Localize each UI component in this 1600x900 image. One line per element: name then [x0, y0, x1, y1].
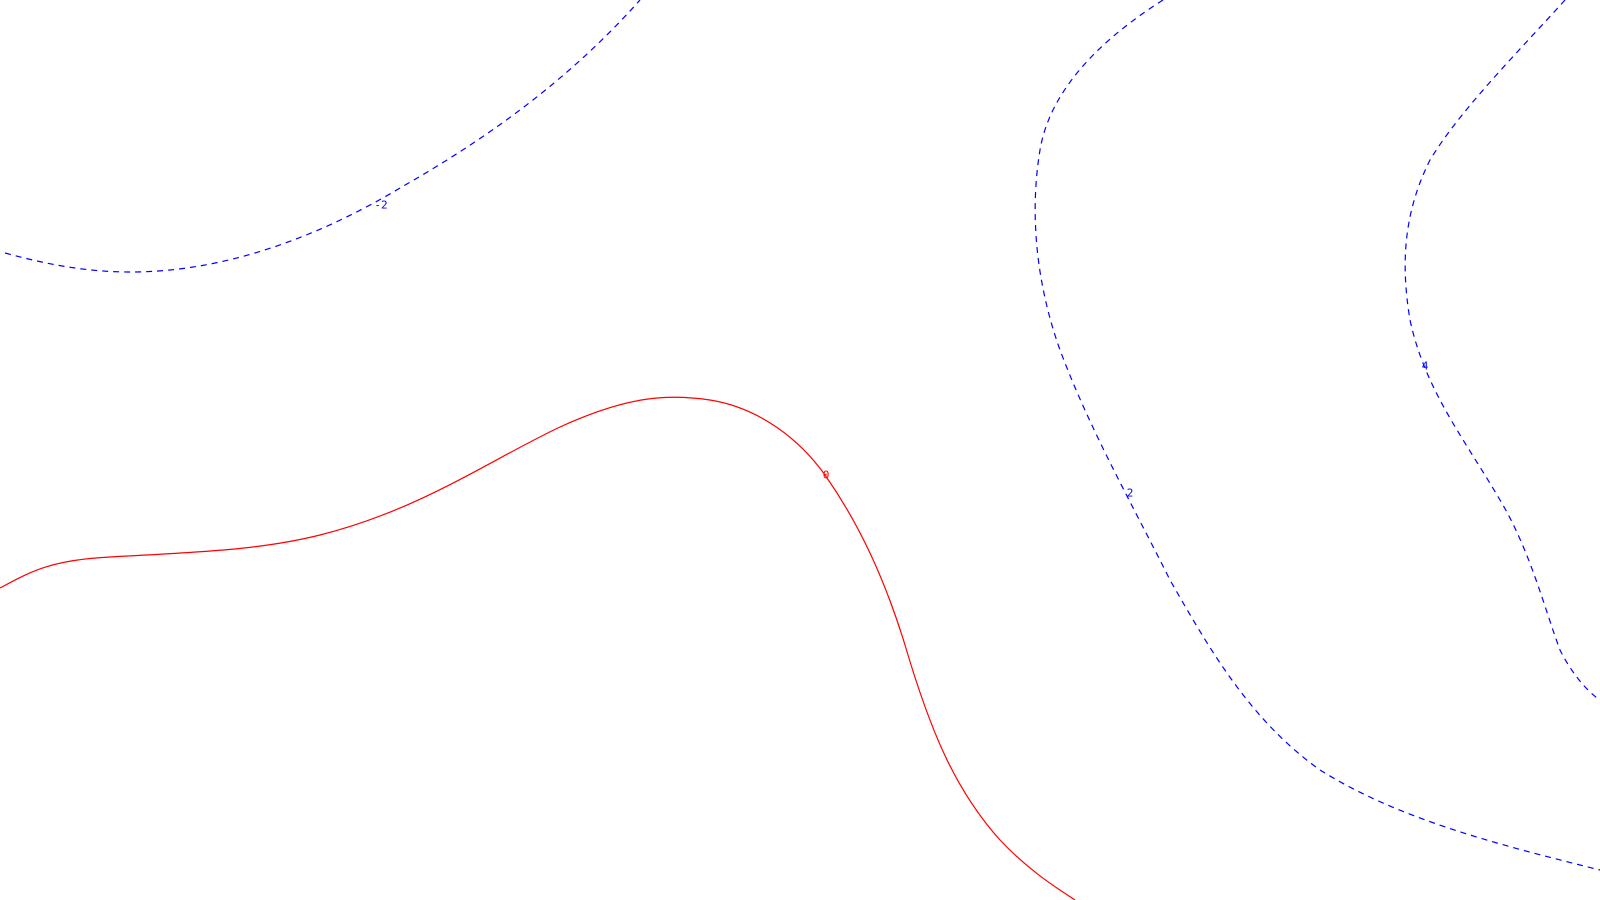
contour-pos2: 2	[1034, 0, 1600, 871]
contour-pos4-line	[1404, 0, 1600, 701]
contour-pos2-line	[1034, 0, 1600, 871]
contour-zero-line	[0, 396, 1076, 900]
contour-pos2-label: 2	[1127, 487, 1134, 500]
contour-pos4-label: 4	[1422, 360, 1429, 373]
contour-zero: 0	[0, 396, 1076, 900]
contour-zero-label: 0	[823, 469, 830, 482]
contour-neg2-label: -2	[374, 199, 387, 212]
contour-neg2: -2	[4, 0, 641, 273]
contour-neg2-line	[4, 0, 641, 273]
contour-pos4: 4	[1404, 0, 1600, 701]
